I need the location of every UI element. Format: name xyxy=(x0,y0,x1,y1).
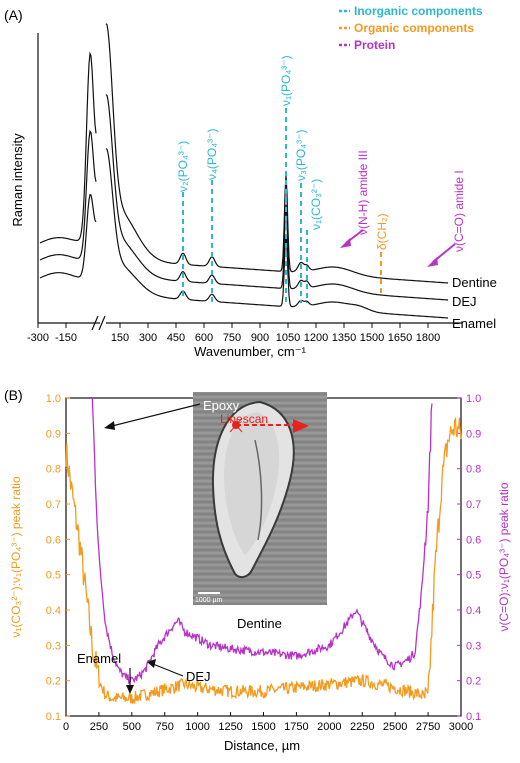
peak-markers xyxy=(182,108,382,303)
panel-b-x-tick-label: 0 xyxy=(63,721,69,733)
legend-inorganic: Inorganic components xyxy=(354,4,483,18)
panel-b-x-tick-label: 2500 xyxy=(383,721,407,733)
panel-b-y-tick-label-right: 0.3 xyxy=(466,640,481,652)
panel-b-y-tick-label-right: 0.4 xyxy=(466,605,481,617)
panel-b-ylabel-right: ν(C=O):ν₁(PO₄³⁻) peak ratio xyxy=(497,482,511,631)
profiles xyxy=(65,397,462,705)
panel-a-x-tick-label: -150 xyxy=(55,332,77,344)
panel-b-y-tick-label-left: 0.4 xyxy=(46,605,61,617)
panel-a-x-tick-label: 450 xyxy=(167,332,185,344)
label-enamel: Enamel xyxy=(452,316,496,331)
panel-a-x-tick-label: 1050 xyxy=(276,332,300,344)
panel-b-y-tick-label-right: 0.7 xyxy=(466,499,481,511)
amide-ratio-line xyxy=(91,397,433,684)
peak-label-v2-po4: ν₂(PO₄³⁻) xyxy=(176,141,190,192)
peak-label-v3-po4: ν₃(PO₄³⁻) xyxy=(294,130,308,181)
peak-label-amide-i: ν(C=O) amide I xyxy=(452,170,466,252)
panel-b-xlabel: Distance, µm xyxy=(224,738,300,753)
dej-label: DEJ xyxy=(186,669,211,684)
panel-b-x-tick-label: 2250 xyxy=(350,721,374,733)
legend-protein: Protein xyxy=(354,38,395,52)
spectrum-dej xyxy=(39,94,449,301)
panel-b-ylabel-left: ν₁(CO₃²⁻):ν₁(PO₄³⁻) peak ratio xyxy=(9,476,23,638)
panel-a-label: (A) xyxy=(4,7,23,23)
label-dej: DEJ xyxy=(452,294,477,309)
panel-b-y-tick-label-left: 0.2 xyxy=(46,676,61,688)
panel-a-x-tick-label: 900 xyxy=(251,332,269,344)
protein-arrows xyxy=(340,229,456,267)
panel-b-y-ticks-left: 0.1 0.2 0.3 0.4 0.5 0.6 0.7 0.8 0.9 1.0 xyxy=(46,393,70,723)
panel-b-x-tick-label: 3000 xyxy=(449,721,473,733)
panel-b-y-tick-label-right: 0.8 xyxy=(466,464,481,476)
legend: Inorganic components Organic components … xyxy=(339,4,483,52)
panel-b-y-tick-label-left: 0.8 xyxy=(46,464,61,476)
spectrum-enamel xyxy=(39,148,449,319)
panel-b-label: (B) xyxy=(4,387,23,403)
panel-b-x-tick-label: 1750 xyxy=(284,721,308,733)
dentine-label: Dentine xyxy=(237,616,282,631)
carbonate-ratio-line xyxy=(65,416,462,705)
panel-b-y-tick-label-left: 0.9 xyxy=(46,428,61,440)
panel-a-x-tick-label: 150 xyxy=(111,332,129,344)
peak-label-v1-co3: ν₁(CO₃²⁻) xyxy=(309,179,323,230)
dej-arrow xyxy=(147,659,184,677)
panel-a-xlabel: Wavenumber, cm⁻¹ xyxy=(194,344,307,359)
panel-b-y-tick-label-right: 1.0 xyxy=(466,393,481,405)
panel-a-x-tick-label: 1650 xyxy=(388,332,412,344)
panel-b-x-tick-label: 1500 xyxy=(251,721,275,733)
panel-b-x-tick-label: 500 xyxy=(123,721,141,733)
panel-b-y-tick-label-left: 0.1 xyxy=(46,711,61,723)
panel-b-x-ticks: 0 250 500 750 1000 1250 1500 1750 2000 2250 2500 27… xyxy=(63,712,473,733)
panel-b-y-tick-label-right: 0.1 xyxy=(466,711,481,723)
peak-label-amide-iii: ν(N-H) amide III xyxy=(356,150,370,235)
panel-b-x-tick-label: 2750 xyxy=(416,721,440,733)
scale-bar-label: 1000 µm xyxy=(195,597,223,604)
panel-a-x-ticks: -300 -150 150 300 450 600 750 900 1050 1200 1350 15… xyxy=(27,323,440,344)
panel-a-x-tick-label: -300 xyxy=(27,332,49,344)
panel-b-x-tick-label: 750 xyxy=(156,721,174,733)
panel-a-x-tick-label: 1500 xyxy=(360,332,384,344)
panel-b-y-tick-label-right: 0.5 xyxy=(466,570,481,582)
enamel-arrow xyxy=(126,668,134,694)
panel-a-ylabel: Raman intensity xyxy=(10,133,25,227)
panel-b-x-tick-label: 1000 xyxy=(185,721,209,733)
legend-organic: Organic components xyxy=(354,21,474,35)
panel-b-y-tick-label-right: 0.9 xyxy=(466,428,481,440)
panel-b-y-tick-label-right: 0.2 xyxy=(466,676,481,688)
panel-a-x-tick-label: 750 xyxy=(223,332,241,344)
epoxy-label: Epoxy xyxy=(203,398,240,413)
panel-b-y-tick-label-left: 1.0 xyxy=(46,393,61,405)
panel-a-x-tick-label: 1800 xyxy=(416,332,440,344)
panel-b-y-ticks-right: 0.1 0.2 0.3 0.4 0.5 0.6 0.7 0.8 0.9 1.0 xyxy=(457,393,481,723)
enamel-label: Enamel xyxy=(77,651,121,666)
spectrum-dentine xyxy=(39,23,449,284)
panel-a-x-tick-label: 600 xyxy=(195,332,213,344)
panel-a-axes xyxy=(37,33,462,331)
peak-label-v1-po4: ν₁(PO₄³⁻) xyxy=(279,55,293,106)
epoxy-arrow xyxy=(104,403,201,430)
peak-labels: ν₂(PO₄³⁻) ν₄(PO₄³⁻) ν₁(PO₄³⁻) ν₃(PO₄³⁻) … xyxy=(176,55,466,252)
label-dentine: Dentine xyxy=(452,275,497,290)
panel-b-y-tick-label-left: 0.3 xyxy=(46,640,61,652)
inset-micrograph: 1000 µm xyxy=(193,392,327,605)
spectra xyxy=(39,23,449,319)
peak-label-v4-po4: ν₄(PO₄³⁻) xyxy=(205,129,219,180)
panel-a-x-tick-label: 300 xyxy=(139,332,157,344)
panel-a-x-tick-label: 1200 xyxy=(304,332,328,344)
panel-b-x-tick-label: 2000 xyxy=(317,721,341,733)
peak-label-dch2: δ(CH₂) xyxy=(375,213,389,250)
panel-b-y-tick-label-left: 0.5 xyxy=(46,570,61,582)
panel-b-y-tick-label-right: 0.6 xyxy=(466,534,481,546)
panel-b-y-tick-label-left: 0.7 xyxy=(46,499,61,511)
linescan-label: Linescan xyxy=(220,412,268,426)
panel-b-x-tick-label: 1250 xyxy=(218,721,242,733)
panel-b-x-tick-label: 250 xyxy=(90,721,108,733)
panel-b-y-tick-label-left: 0.6 xyxy=(46,534,61,546)
panel-a-x-tick-label: 1350 xyxy=(332,332,356,344)
